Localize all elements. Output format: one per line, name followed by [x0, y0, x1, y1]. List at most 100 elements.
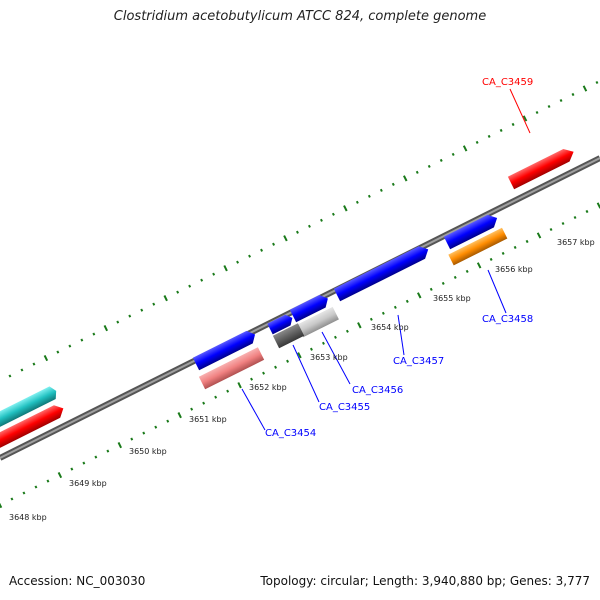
scale-tick: [152, 302, 156, 306]
scale-tick: [595, 80, 599, 85]
scale-tick: [441, 281, 445, 285]
gene-label-ca-c3456[interactable]: CA_C3456: [352, 385, 403, 396]
scale-tick: [106, 449, 110, 453]
scale-tick: [357, 322, 362, 329]
gene-label-ca-c3454[interactable]: CA_C3454: [265, 428, 316, 439]
gene-ca-c3456-forward[interactable]: [289, 292, 331, 323]
scale-tick: [262, 371, 265, 375]
scale-tick: [439, 158, 443, 162]
scale-tick: [70, 467, 74, 471]
gene-cyan-left[interactable]: [0, 385, 59, 431]
scale-tick: [381, 311, 385, 315]
scale-tick: [549, 227, 553, 232]
scale-tick: [176, 290, 180, 294]
scale-tick: [585, 209, 589, 214]
scale-tick: [236, 260, 239, 264]
scale-label: 3657 kbp: [557, 238, 595, 247]
scale-tick: [295, 230, 299, 234]
scale-tick: [237, 382, 242, 389]
scale-tick: [34, 485, 38, 489]
scale-tick: [573, 215, 577, 220]
scale-tick: [571, 92, 575, 97]
scale-tick: [345, 329, 349, 333]
gene-label-ca-c3459[interactable]: CA_C3459: [482, 77, 533, 88]
scale-tick: [226, 389, 230, 393]
scale-tick: [393, 305, 397, 309]
scale-tick: [57, 471, 63, 479]
scale-tick: [82, 461, 86, 465]
scale-tick: [499, 128, 503, 133]
scale-tick: [212, 272, 216, 276]
scale-tick: [43, 354, 49, 362]
scale-tick: [116, 320, 120, 324]
scale-tick: [248, 254, 251, 258]
scale-tick: [559, 98, 563, 103]
scale-tick: [547, 104, 551, 109]
gene-ca-c3459[interactable]: [507, 145, 577, 190]
scale-tick: [561, 221, 565, 226]
scale-tick: [46, 479, 50, 483]
scale-tick: [8, 374, 12, 378]
scale-tick: [308, 224, 311, 228]
gene-ca-c3457[interactable]: [333, 243, 431, 302]
scale-tick: [501, 251, 505, 255]
gene-small-forward[interactable]: [267, 312, 295, 335]
gene-ca-c3455[interactable]: [272, 323, 305, 349]
scale-tick: [309, 347, 313, 351]
scale-tick: [355, 200, 359, 204]
scale-tick: [103, 324, 109, 332]
gene-label-ca-c3458[interactable]: CA_C3458: [482, 314, 533, 325]
scale-tick: [56, 350, 60, 354]
scale-tick: [142, 431, 146, 435]
scale-tick: [80, 338, 84, 342]
scale-tick: [92, 332, 96, 336]
scale-label: 3649 kbp: [69, 479, 107, 488]
scale-tick: [536, 232, 542, 239]
scale-tick: [331, 212, 335, 216]
scale-tick: [188, 284, 192, 288]
scale-label: 3648 kbp: [9, 513, 47, 522]
scale-tick: [94, 455, 98, 459]
scale-label: 3652 kbp: [249, 383, 287, 392]
scale-tick: [117, 441, 123, 449]
scale-tick: [260, 248, 264, 252]
gene-forward-3652[interactable]: [192, 328, 258, 371]
scale-labels: 3648 kbp 3649 kbp 3650 kbp 3651 kbp 3652…: [9, 238, 595, 522]
scale-tick: [322, 341, 325, 345]
scale-tick: [429, 287, 433, 291]
scale-tick: [465, 269, 469, 273]
gene-label-lines: [241, 88, 531, 431]
scale-tick: [334, 335, 337, 339]
scale-tick: [462, 145, 468, 152]
scale-tick: [417, 292, 422, 299]
gene-ca-c3458[interactable]: [448, 227, 508, 266]
scale-tick: [154, 425, 158, 429]
scale-tick: [223, 265, 228, 272]
scale-tick: [489, 257, 493, 261]
scale-tick: [451, 152, 455, 156]
gene-ca-c3458-forward[interactable]: [443, 212, 500, 250]
map-title: Clostridium acetobutylicum ATCC 824, com…: [113, 9, 487, 24]
scale-tick: [582, 85, 588, 92]
scale-tick: [130, 437, 134, 441]
gene-label-ca-c3457[interactable]: CA_C3457: [393, 356, 444, 367]
scale-tick: [487, 134, 491, 138]
scale-tick: [200, 278, 204, 282]
scale-tick: [403, 175, 408, 182]
scale-tick: [513, 245, 517, 250]
accession-text: Accession: NC_003030: [9, 574, 146, 588]
scale-tick: [511, 122, 515, 127]
gene-red-left[interactable]: [0, 402, 66, 452]
scale-label: 3653 kbp: [310, 353, 348, 362]
scale-tick: [140, 308, 144, 312]
scale-tick: [367, 194, 371, 198]
gene-label-ca-c3455[interactable]: CA_C3455: [319, 402, 370, 413]
gene-ca-c3454[interactable]: [198, 347, 265, 390]
scale-label: 3656 kbp: [495, 265, 533, 274]
scale-tick: [128, 314, 132, 318]
scale-tick: [535, 110, 539, 115]
scale-tick: [272, 242, 276, 246]
scale-tick: [20, 368, 24, 372]
gene-ca-c3456[interactable]: [296, 306, 339, 338]
